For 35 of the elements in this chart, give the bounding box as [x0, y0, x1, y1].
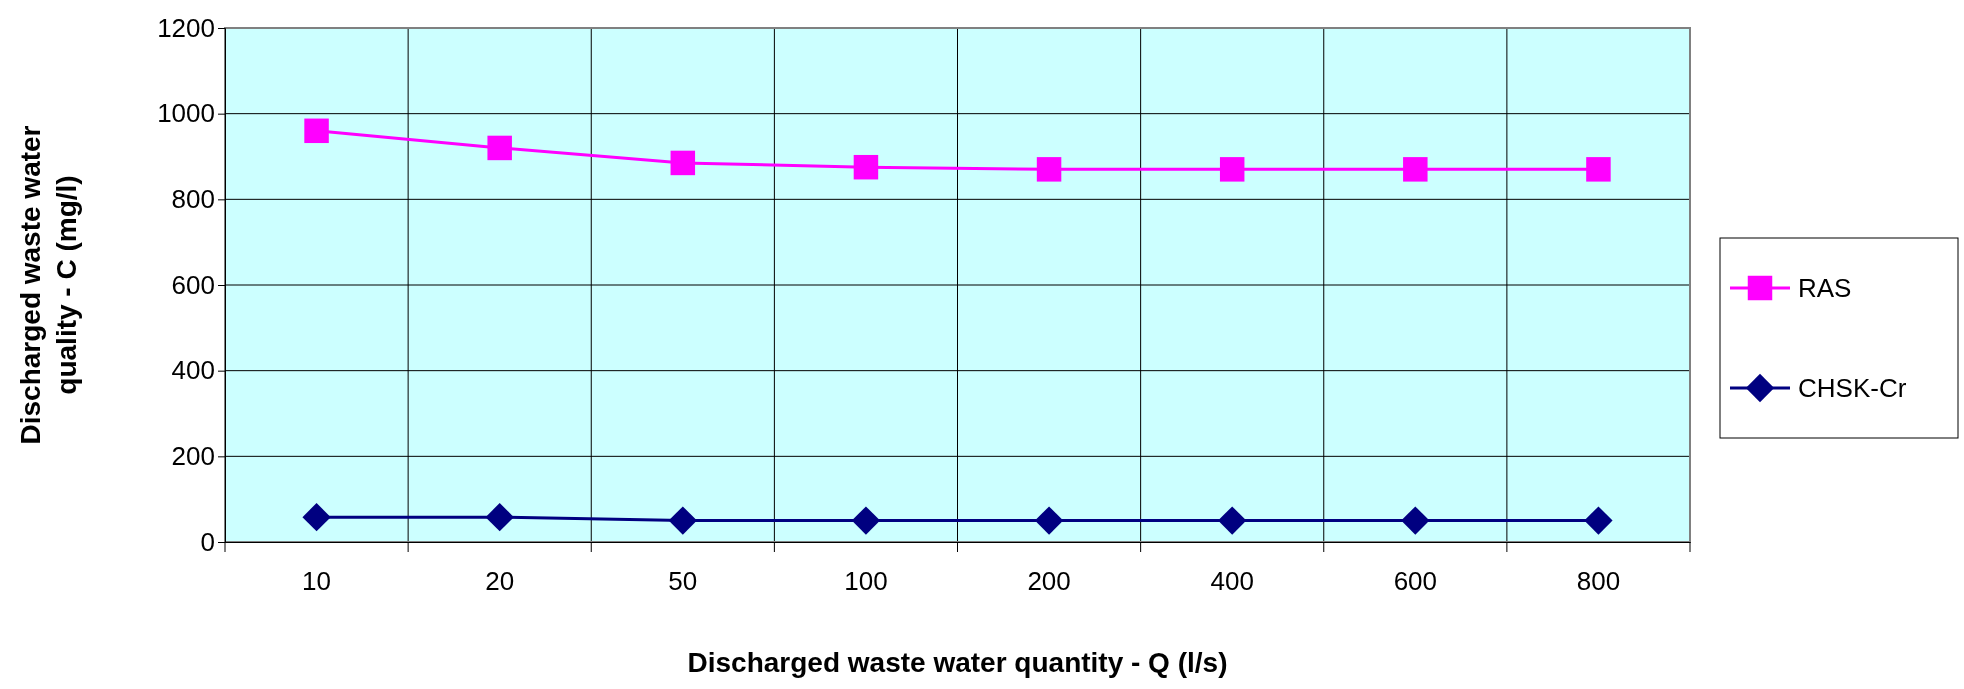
- y-tick-label: 200: [171, 441, 215, 472]
- legend-label: RAS: [1798, 273, 1852, 303]
- point: [485, 503, 514, 532]
- point: [1586, 157, 1611, 182]
- x-tick-label: 200: [1027, 566, 1071, 597]
- y-tick-label: 600: [171, 269, 215, 300]
- y-axis-title: Discharged waste water quality - C (mg/l): [15, 125, 82, 445]
- point: [851, 506, 881, 535]
- point: [302, 503, 331, 532]
- point: [487, 135, 512, 161]
- x-tick-label: 10: [302, 566, 332, 597]
- y-tick-label: 1000: [157, 98, 215, 129]
- x-tick-label: 800: [1576, 566, 1621, 597]
- x-tick-label: 100: [844, 566, 888, 597]
- point: [1401, 506, 1430, 535]
- point: [1584, 506, 1613, 535]
- point: [1218, 506, 1247, 535]
- point: [304, 118, 329, 144]
- x-tick-label: 400: [1210, 566, 1254, 597]
- point: [1036, 157, 1062, 182]
- x-axis-title: Discharged waste water quantity - Q (l/s): [687, 647, 1228, 678]
- point: [1219, 157, 1245, 182]
- point: [668, 506, 697, 535]
- x-tick-label: 20: [485, 566, 515, 597]
- y-tick-label: 1200: [157, 12, 215, 43]
- y-tick-label: 0: [200, 526, 215, 557]
- point: [853, 154, 879, 180]
- y-tick-label: 800: [171, 184, 215, 215]
- legend-label: CHSK-Cr: [1798, 373, 1907, 403]
- x-tick-label: 600: [1393, 566, 1438, 597]
- point: [1034, 506, 1064, 535]
- point: [1403, 157, 1428, 182]
- x-tick-label: 50: [668, 566, 698, 597]
- y-tick-label: 400: [171, 355, 215, 386]
- point: [670, 150, 696, 176]
